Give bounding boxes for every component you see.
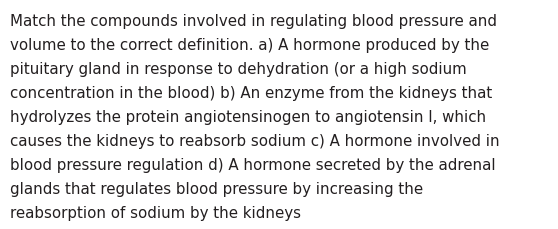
Text: Match the compounds involved in regulating blood pressure and: Match the compounds involved in regulati… [10, 14, 497, 29]
Text: blood pressure regulation d) A hormone secreted by the adrenal: blood pressure regulation d) A hormone s… [10, 157, 496, 172]
Text: volume to the correct definition. a) A hormone produced by the: volume to the correct definition. a) A h… [10, 38, 489, 53]
Text: causes the kidneys to reabsorb sodium c) A hormone involved in: causes the kidneys to reabsorb sodium c)… [10, 134, 499, 148]
Text: glands that regulates blood pressure by increasing the: glands that regulates blood pressure by … [10, 181, 423, 196]
Text: hydrolyzes the protein angiotensinogen to angiotensin I, which: hydrolyzes the protein angiotensinogen t… [10, 109, 486, 124]
Text: pituitary gland in response to dehydration (or a high sodium: pituitary gland in response to dehydrati… [10, 62, 466, 77]
Text: reabsorption of sodium by the kidneys: reabsorption of sodium by the kidneys [10, 205, 301, 220]
Text: concentration in the blood) b) An enzyme from the kidneys that: concentration in the blood) b) An enzyme… [10, 86, 492, 101]
